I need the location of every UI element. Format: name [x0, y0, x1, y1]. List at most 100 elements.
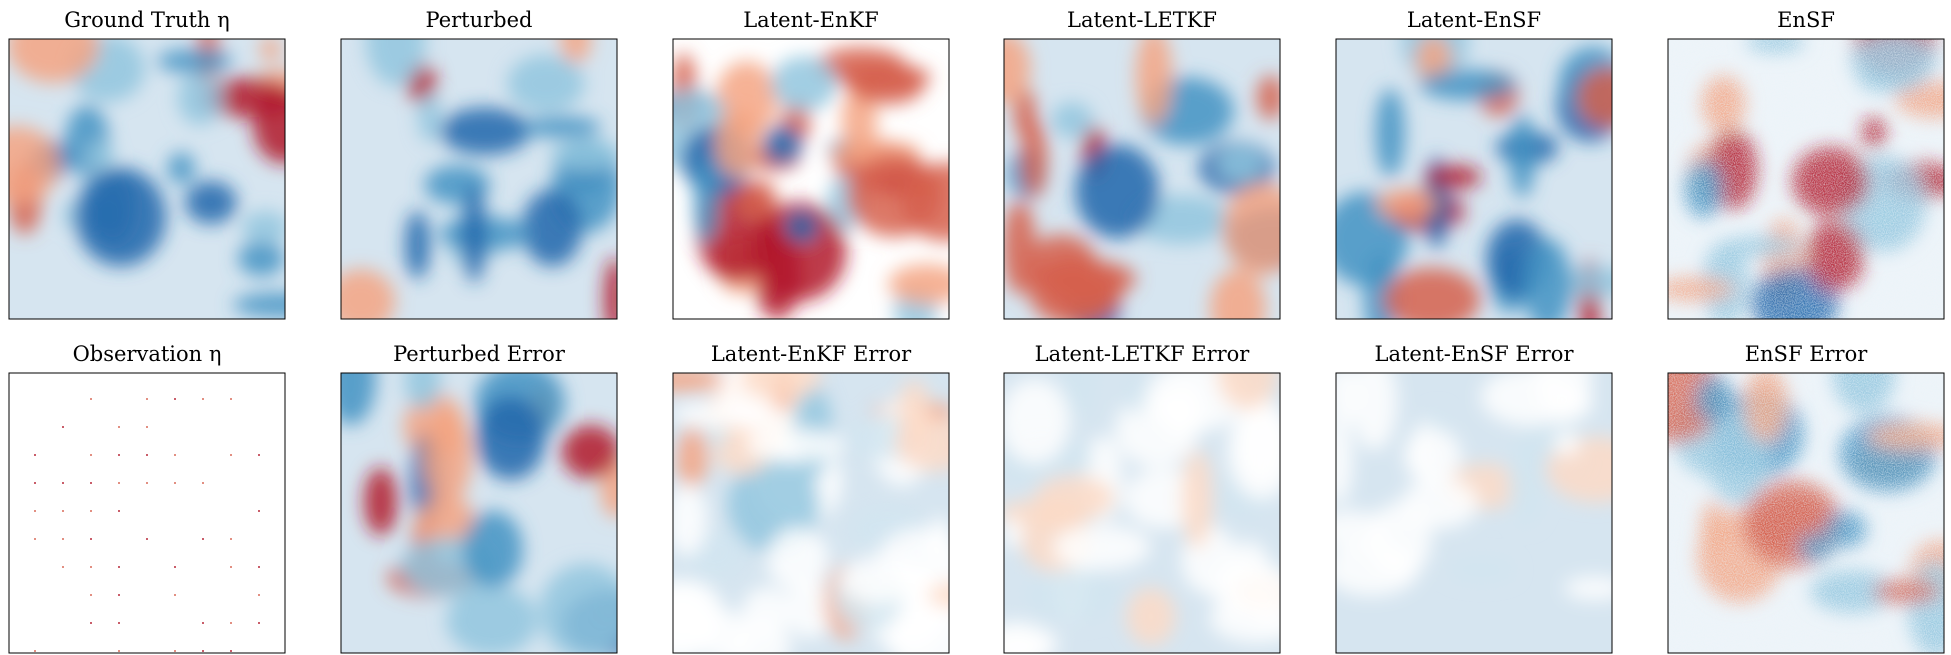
field-blob — [1351, 373, 1398, 451]
heatmap — [1004, 373, 1280, 653]
observation-dot — [62, 538, 64, 540]
field-blob — [405, 210, 430, 280]
heatmap-field — [1004, 373, 1280, 653]
observation-dot — [230, 566, 232, 568]
observation-dot — [174, 594, 176, 596]
field-blob — [1375, 88, 1405, 178]
observation-dot — [146, 482, 148, 484]
field-blob — [1209, 269, 1266, 319]
observation-dot — [90, 398, 92, 400]
field-blob — [462, 185, 487, 283]
heatmap — [1668, 373, 1944, 653]
field-blob — [1523, 238, 1572, 319]
observation-dot — [118, 510, 120, 512]
field-blob — [418, 93, 442, 143]
heatmap — [1004, 39, 1280, 319]
panel-frame — [672, 372, 950, 654]
observation-dot — [90, 482, 92, 484]
field-blob — [928, 582, 949, 608]
field-blob — [86, 140, 114, 171]
field-blob — [156, 49, 233, 73]
field-blob — [1135, 39, 1173, 125]
field-blob — [675, 427, 709, 487]
field-blob — [771, 56, 838, 111]
heatmap-field — [341, 39, 617, 319]
panel-title: EnSF Error — [1745, 342, 1869, 366]
field-blob — [177, 71, 223, 126]
observation-dot — [258, 622, 260, 624]
field-blob — [1383, 267, 1481, 319]
field-blob — [1125, 373, 1146, 415]
field-blob — [237, 240, 285, 277]
heatmap — [1336, 39, 1612, 319]
field-blob — [1004, 39, 1031, 104]
field-blob — [1509, 114, 1536, 198]
field-blob — [1181, 450, 1214, 549]
observation-dot — [62, 566, 64, 568]
panel-title: Latent-LETKF Error — [1035, 342, 1251, 366]
panel-title: Latent-EnKF — [743, 8, 879, 32]
field-blob — [365, 39, 426, 86]
observation-dot — [34, 510, 36, 512]
panel-frame — [8, 372, 286, 654]
field-blob — [1053, 524, 1151, 570]
observation-dot — [230, 538, 232, 540]
field-blob — [1051, 102, 1093, 139]
field-blob — [767, 527, 829, 592]
observation-dot — [258, 566, 260, 568]
field-blob — [673, 401, 768, 428]
observation-dot — [118, 482, 120, 484]
panel-frame — [340, 38, 618, 320]
field-blob — [1576, 67, 1612, 128]
panel-frame — [1667, 372, 1945, 654]
observation-dot — [286, 538, 288, 540]
field-blob — [341, 269, 396, 319]
field-blob — [1025, 568, 1121, 621]
observation-dot — [286, 454, 288, 456]
field-blob — [1004, 378, 1070, 464]
field-blob — [745, 428, 844, 462]
observation-dot — [62, 482, 64, 484]
panel-title: EnSF — [1777, 8, 1835, 32]
field-blob — [507, 54, 585, 113]
field-blob — [522, 189, 583, 267]
observation-dot — [286, 510, 288, 512]
field-blob — [1215, 145, 1265, 183]
panel-frame — [8, 38, 286, 320]
field-blob — [1075, 144, 1160, 239]
field-blob — [714, 108, 761, 177]
panel-frame — [1335, 372, 1613, 654]
field-blob — [1217, 373, 1278, 410]
heatmap-field — [1004, 39, 1280, 319]
field-blob — [849, 66, 924, 105]
observation-dot — [62, 510, 64, 512]
field-blob — [1210, 562, 1280, 616]
observation-dot — [230, 398, 232, 400]
heatmap — [1336, 373, 1612, 653]
observation-dot — [286, 650, 288, 652]
field-blob — [785, 580, 834, 639]
heatmap — [9, 39, 285, 319]
field-blob — [1236, 395, 1280, 484]
observation-dot — [146, 426, 148, 428]
observation-dot — [202, 398, 204, 400]
observation-dot — [258, 454, 260, 456]
field-blob — [1336, 415, 1353, 506]
field-blob — [1376, 188, 1438, 220]
field-blob — [416, 496, 476, 550]
field-blob — [185, 180, 237, 224]
observation-dot — [202, 538, 204, 540]
panel-title: Perturbed — [426, 8, 533, 32]
field-blob — [1034, 475, 1115, 521]
observation-dot — [146, 398, 148, 400]
heatmap — [673, 373, 949, 653]
heatmap-field — [673, 47, 949, 319]
observation-dot — [118, 566, 120, 568]
observation-dot — [230, 650, 232, 652]
field-blob — [462, 510, 523, 588]
field-blob — [738, 179, 777, 220]
observation-dot — [118, 594, 120, 596]
field-blob — [1004, 625, 1059, 653]
field-blob — [1256, 75, 1280, 120]
